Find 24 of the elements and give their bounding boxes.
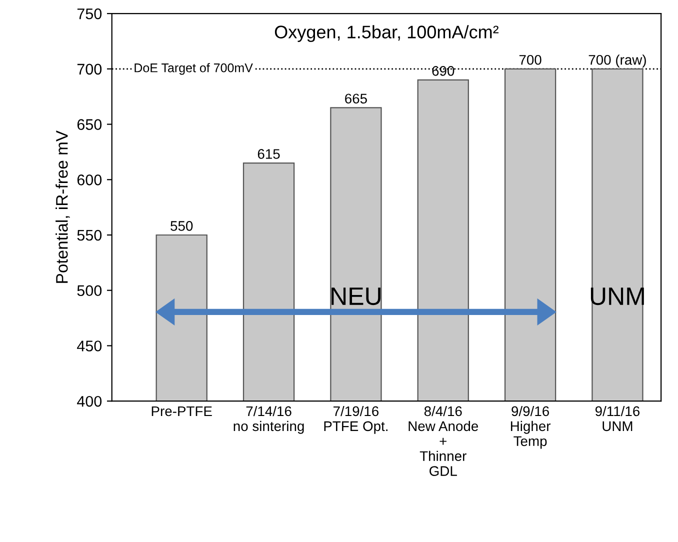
annotation: NEU [332, 288, 380, 306]
y-tick-label: 750 [77, 8, 102, 20]
data-label: 700 [519, 54, 542, 65]
y-tick-label: 500 [77, 285, 102, 296]
data-label: 700 (raw) [588, 54, 646, 68]
y-tick-label: 450 [77, 340, 102, 352]
x-tick-label: 9/9/16 Higher Temp [510, 406, 551, 449]
y-tick-label: 600 [77, 174, 102, 186]
x-tick-label: 7/14/16 no sintering [234, 406, 304, 434]
x-tick-label: Pre-PTFE [152, 406, 212, 416]
data-label: 690 [432, 66, 454, 76]
x-tick-label: 8/4/16 New Anode + Thinner GDL [408, 406, 478, 476]
data-label: 550 [170, 221, 193, 231]
data-label: 615 [258, 149, 280, 159]
y-tick-label: 700 [77, 64, 102, 75]
y-axis-title: Potential, iR-free mV [56, 130, 70, 283]
y-tick-label: 550 [77, 230, 102, 241]
x-tick-label: 7/19/16 PTFE Opt. [324, 406, 388, 434]
y-tick-label: 400 [77, 396, 102, 407]
text: Oxygen, 1.5bar, 100mA/cm² [274, 25, 499, 42]
data-label: 665 [345, 94, 367, 104]
x-tick-label: 9/11/16 UNM [595, 406, 640, 432]
ref-line-label: DoE Target of 700mV [134, 63, 253, 75]
y-tick-label: 650 [77, 119, 102, 130]
